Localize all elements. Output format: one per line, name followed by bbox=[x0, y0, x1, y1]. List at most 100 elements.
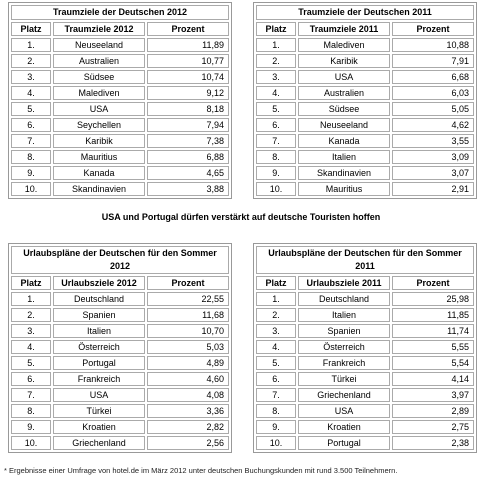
rank: 3. bbox=[11, 324, 51, 338]
percent: 2,56 bbox=[147, 436, 229, 450]
rank: 4. bbox=[256, 340, 296, 354]
percent: 11,85 bbox=[392, 308, 474, 322]
table-row: 9. Kroatien 2,75 bbox=[256, 420, 474, 434]
table-row: 9. Skandinavien 3,07 bbox=[256, 166, 474, 180]
table-row: 3. Südsee 10,74 bbox=[11, 70, 229, 84]
destination: Portugal bbox=[298, 436, 390, 450]
rank: 7. bbox=[256, 388, 296, 402]
column-header: Traumziele 2011 bbox=[298, 22, 390, 36]
percent: 2,91 bbox=[392, 182, 474, 196]
percent: 2,38 bbox=[392, 436, 474, 450]
column-header: Urlaubsziele 2012 bbox=[53, 276, 145, 290]
table-title: Urlaubspläne der Deutschen für den Somme… bbox=[11, 246, 229, 274]
rank: 8. bbox=[256, 404, 296, 418]
percent: 7,94 bbox=[147, 118, 229, 132]
destination: Malediven bbox=[298, 38, 390, 52]
destination: Südsee bbox=[53, 70, 145, 84]
rank: 6. bbox=[256, 118, 296, 132]
destination: Italien bbox=[53, 324, 145, 338]
rank: 5. bbox=[256, 102, 296, 116]
table-row: 10. Mauritius 2,91 bbox=[256, 182, 474, 196]
destination: Australien bbox=[298, 86, 390, 100]
rank: 6. bbox=[11, 372, 51, 386]
footnote: * Ergebnisse einer Umfrage von hotel.de … bbox=[4, 466, 398, 475]
rank: 10. bbox=[256, 182, 296, 196]
rank: 7. bbox=[11, 388, 51, 402]
destination: Spanien bbox=[53, 308, 145, 322]
percent: 4,08 bbox=[147, 388, 229, 402]
destination: Griechenland bbox=[53, 436, 145, 450]
percent: 3,07 bbox=[392, 166, 474, 180]
table-row: 5. USA 8,18 bbox=[11, 102, 229, 116]
destination: Italien bbox=[298, 308, 390, 322]
table-row: 5. Portugal 4,89 bbox=[11, 356, 229, 370]
rank: 9. bbox=[11, 420, 51, 434]
table-row: 3. USA 6,68 bbox=[256, 70, 474, 84]
rank: 8. bbox=[256, 150, 296, 164]
column-header: Platz bbox=[256, 22, 296, 36]
column-header: Prozent bbox=[147, 276, 229, 290]
table-row: 2. Spanien 11,68 bbox=[11, 308, 229, 322]
table-row: 3. Spanien 11,74 bbox=[256, 324, 474, 338]
column-header: Traumziele 2012 bbox=[53, 22, 145, 36]
destination: Frankreich bbox=[298, 356, 390, 370]
destination: Neuseeland bbox=[53, 38, 145, 52]
table-row: 2. Karibik 7,91 bbox=[256, 54, 474, 68]
rank: 8. bbox=[11, 404, 51, 418]
percent: 5,55 bbox=[392, 340, 474, 354]
destination: Karibik bbox=[53, 134, 145, 148]
data-table: Urlaubspläne der Deutschen für den Somme… bbox=[253, 243, 477, 453]
percent: 3,88 bbox=[147, 182, 229, 196]
destination: USA bbox=[53, 388, 145, 402]
table-row: 8. Italien 3,09 bbox=[256, 150, 474, 164]
table-row: 7. USA 4,08 bbox=[11, 388, 229, 402]
percent: 4,65 bbox=[147, 166, 229, 180]
caption: USA und Portugal dürfen verstärkt auf de… bbox=[101, 212, 381, 222]
rank: 2. bbox=[256, 54, 296, 68]
destination: Deutschland bbox=[53, 292, 145, 306]
data-table: Traumziele der Deutschen 2011 Platz Traumz… bbox=[253, 2, 477, 199]
destination: Skandinavien bbox=[298, 166, 390, 180]
destination: Kanada bbox=[298, 134, 390, 148]
rank: 1. bbox=[256, 38, 296, 52]
table-row: 9. Kanada 4,65 bbox=[11, 166, 229, 180]
rank: 9. bbox=[256, 166, 296, 180]
table-row: 10. Griechenland 2,56 bbox=[11, 436, 229, 450]
percent: 3,36 bbox=[147, 404, 229, 418]
rank: 1. bbox=[256, 292, 296, 306]
column-header: Prozent bbox=[392, 276, 474, 290]
table-row: 2. Italien 11,85 bbox=[256, 308, 474, 322]
destination: Kroatien bbox=[53, 420, 145, 434]
table-row: 7. Kanada 3,55 bbox=[256, 134, 474, 148]
table-row: 10. Portugal 2,38 bbox=[256, 436, 474, 450]
rank: 10. bbox=[11, 436, 51, 450]
destination: Türkei bbox=[298, 372, 390, 386]
table-row: 6. Seychellen 7,94 bbox=[11, 118, 229, 132]
column-header: Platz bbox=[256, 276, 296, 290]
destination: Mauritius bbox=[53, 150, 145, 164]
rank: 10. bbox=[11, 182, 51, 196]
data-table: Traumziele der Deutschen 2012 Platz Traumz… bbox=[8, 2, 232, 199]
table-row: 10. Skandinavien 3,88 bbox=[11, 182, 229, 196]
destination: Frankreich bbox=[53, 372, 145, 386]
table-row: 8. Mauritius 6,88 bbox=[11, 150, 229, 164]
destination: Österreich bbox=[298, 340, 390, 354]
percent: 3,97 bbox=[392, 388, 474, 402]
rank: 7. bbox=[256, 134, 296, 148]
table-row: 2. Australien 10,77 bbox=[11, 54, 229, 68]
percent: 6,68 bbox=[392, 70, 474, 84]
destination: Italien bbox=[298, 150, 390, 164]
percent: 7,91 bbox=[392, 54, 474, 68]
rank: 6. bbox=[256, 372, 296, 386]
percent: 5,54 bbox=[392, 356, 474, 370]
destination: USA bbox=[53, 102, 145, 116]
percent: 2,75 bbox=[392, 420, 474, 434]
percent: 10,88 bbox=[392, 38, 474, 52]
rank: 1. bbox=[11, 292, 51, 306]
table-row: 3. Italien 10,70 bbox=[11, 324, 229, 338]
title-row: Traumziele der Deutschen 2011 bbox=[256, 5, 474, 20]
percent: 6,03 bbox=[392, 86, 474, 100]
destination: Karibik bbox=[298, 54, 390, 68]
rank: 8. bbox=[11, 150, 51, 164]
percent: 7,38 bbox=[147, 134, 229, 148]
